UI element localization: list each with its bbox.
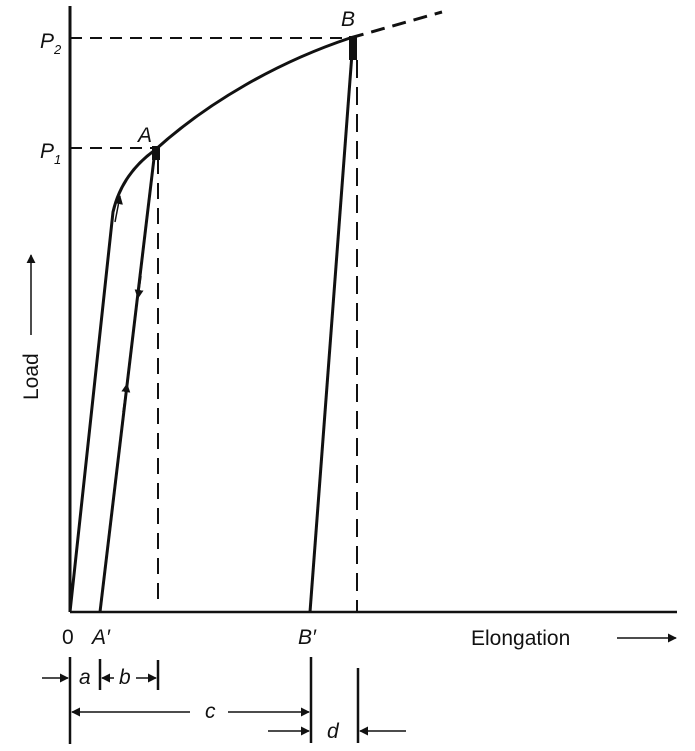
point-A-label: A	[136, 124, 152, 147]
x-axis-label: Elongation	[471, 627, 570, 650]
point-B-label: B	[341, 8, 355, 31]
unload-line-A	[98, 149, 157, 613]
y-axis-label: Load	[20, 353, 43, 400]
point-A-marker	[152, 146, 160, 160]
dim-d-label: d	[327, 720, 340, 743]
point-A-prime-label: A′	[90, 626, 111, 649]
unload-line-B	[308, 39, 355, 613]
dim-c-label: c	[205, 700, 216, 723]
curve-extension-dashed	[349, 10, 443, 40]
dim-a-label: a	[79, 666, 91, 689]
load-curve	[68, 36, 351, 613]
origin-label: 0	[62, 626, 74, 649]
dim-b-label: b	[119, 666, 131, 689]
p1-label: P1	[40, 140, 61, 167]
point-B-marker	[349, 36, 357, 60]
loading-arrow-up	[114, 195, 123, 223]
p2-label: P2	[40, 30, 62, 57]
point-B-prime-label: B′	[298, 626, 317, 649]
